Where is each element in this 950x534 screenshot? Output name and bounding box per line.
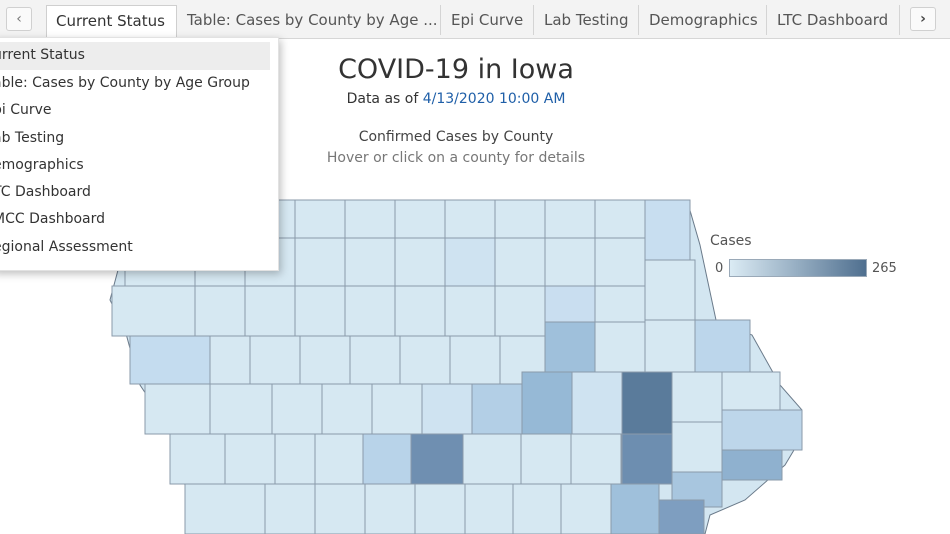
dropdown-item-epi-curve[interactable]: pi Curve — [0, 97, 278, 124]
tab-scroll-next-button[interactable]: › — [910, 7, 936, 31]
dropdown-item-lab-testing[interactable]: ab Testing — [0, 125, 278, 152]
sheet-dropdown-menu: urrent Status able: Cases by County by A… — [0, 37, 279, 271]
legend-max: 265 — [872, 261, 897, 276]
dropdown-item-label: pi Curve — [0, 102, 52, 119]
page-title: COVID-19 in Iowa — [338, 54, 574, 85]
chevron-right-icon: › — [920, 11, 926, 27]
tab-epi-curve[interactable]: Epi Curve — [442, 5, 534, 35]
dropdown-item-label: urrent Status — [0, 47, 85, 63]
data-as-of-value: 4/13/2020 10:00 AM — [422, 91, 566, 107]
chevron-left-icon: ‹ — [16, 11, 22, 27]
dropdown-item-ltc-dashboard[interactable]: TC Dashboard — [0, 179, 278, 206]
tab-demographics[interactable]: Demographics — [640, 5, 767, 35]
tab-bar: ‹ Current Status Table: Cases by County … — [0, 0, 950, 39]
data-as-of: Data as of 4/13/2020 10:00 AM — [0, 91, 912, 107]
dropdown-item-label: MCC Dashboard — [0, 211, 106, 228]
dropdown-item-label: egional Assessment — [0, 238, 133, 255]
dropdown-item-regional-assessment[interactable]: egional Assessment — [0, 234, 278, 261]
dropdown-item-demographics[interactable]: emographics — [0, 152, 278, 179]
dropdown-item-mcc-dashboard[interactable]: MCC Dashboard — [0, 206, 278, 233]
dropdown-item-label: TC Dashboard — [0, 184, 91, 201]
dropdown-item-label: ab Testing — [0, 129, 65, 146]
legend-title: Cases — [710, 233, 752, 249]
legend-min: 0 — [715, 261, 724, 276]
map-subtitle: Confirmed Cases by County — [358, 129, 554, 145]
dropdown-item-label: emographics — [0, 156, 84, 173]
tab-lab-testing[interactable]: Lab Testing — [535, 5, 639, 35]
dropdown-item-label: able: Cases by County by Age Group — [0, 75, 250, 91]
dropdown-item-cases-by-county[interactable]: able: Cases by County by Age Group — [0, 70, 278, 97]
tab-ltc-dashboard[interactable]: LTC Dashboard — [768, 5, 900, 35]
tab-cases-by-county-by-age[interactable]: Table: Cases by County by Age ... — [178, 5, 441, 35]
iowa-county-map[interactable] — [0, 190, 820, 534]
tab-scroll-prev-button[interactable]: ‹ — [6, 7, 32, 31]
tab-current-status[interactable]: Current Status — [46, 5, 177, 38]
map-hint: Hover or click on a county for details — [326, 150, 586, 166]
dropdown-item-current-status[interactable]: urrent Status — [0, 42, 270, 70]
legend-gradient — [729, 259, 867, 277]
data-as-of-prefix: Data as of — [346, 91, 423, 107]
